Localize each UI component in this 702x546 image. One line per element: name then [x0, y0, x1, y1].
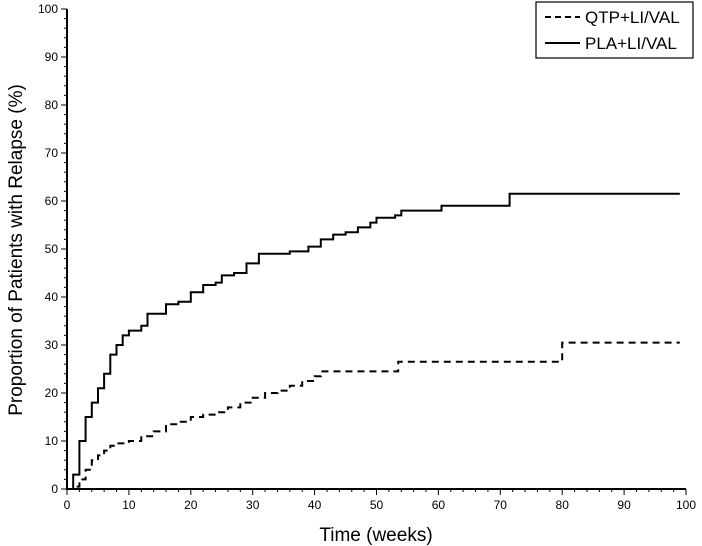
y-tick-label: 100 — [38, 2, 58, 16]
y-axis-title: Proportion of Patients with Relapse (%) — [6, 84, 27, 416]
y-tick-label: 70 — [45, 146, 59, 160]
legend-label-qtp: QTP+LI/VAL — [585, 8, 680, 27]
y-tick-label: 80 — [45, 98, 59, 112]
y-tick-label: 10 — [45, 434, 59, 448]
x-tick-label: 0 — [64, 498, 71, 512]
series-line-qtp — [67, 341, 680, 490]
x-axis: 0 10 20 30 40 50 60 70 80 90 100 — [64, 488, 696, 512]
y-tick-label: 0 — [51, 482, 58, 496]
x-axis-title: Time (weeks) — [319, 525, 432, 546]
x-tick-label: 10 — [122, 498, 136, 512]
series-line-pla — [67, 192, 680, 490]
x-tick-label: 50 — [370, 498, 384, 512]
y-tick-label: 90 — [45, 50, 59, 64]
series-layer — [67, 192, 680, 490]
y-tick-label: 50 — [45, 242, 59, 256]
y-tick-label: 30 — [45, 338, 59, 352]
y-tick-label: 40 — [45, 290, 59, 304]
x-tick-label: 40 — [308, 498, 322, 512]
y-tick-label: 20 — [45, 386, 59, 400]
legend-box — [535, 1, 694, 59]
x-tick-label: 20 — [184, 498, 198, 512]
x-tick-label: 90 — [617, 498, 631, 512]
x-tick-label: 100 — [676, 498, 696, 512]
legend: QTP+LI/VAL PLA+LI/VAL — [535, 1, 694, 59]
y-axis: 0 10 20 30 40 50 60 70 80 90 100 — [38, 2, 68, 496]
x-tick-label: 70 — [494, 498, 508, 512]
legend-label-pla: PLA+LI/VAL — [585, 34, 677, 53]
x-tick-label: 60 — [432, 498, 446, 512]
x-tick-label: 30 — [246, 498, 260, 512]
x-tick-label: 80 — [556, 498, 570, 512]
y-tick-label: 60 — [45, 194, 59, 208]
